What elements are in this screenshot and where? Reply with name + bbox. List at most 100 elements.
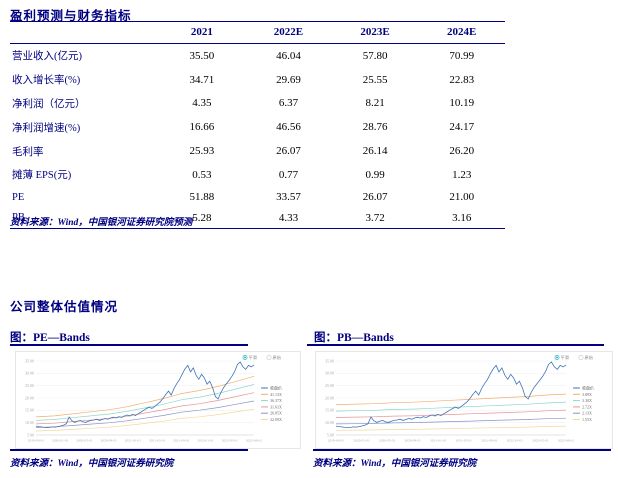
x-axis-tick-label: 2021-09-01 [173, 439, 190, 443]
legend-item: 3.30X [573, 398, 592, 403]
section-title-forecast: 盈利预测与财务指标 [10, 9, 132, 23]
column-header-blank [10, 21, 159, 44]
legend-label: 36.37X [270, 398, 282, 403]
pe-bands-chart-card: 35.00 30.00 25.00 20.00 15.00 10.00 5.00 2019-0… [15, 351, 301, 449]
table-cell: 22.83 [449, 73, 475, 86]
table-header-row: 2021 2022E 2023E 2024E [10, 21, 505, 44]
table-cell: 70.99 [449, 49, 475, 62]
table-cell: 5.28 [192, 211, 212, 224]
band-line [335, 417, 567, 425]
legend-item: 41.13X [261, 392, 282, 397]
table-cell: 4.35 [192, 97, 212, 110]
legend-label: 收盘价 [582, 385, 594, 391]
figure-caption-pb-bands: 图：PB—Bands [314, 332, 394, 344]
y-axis-tick-label: 5.00 [27, 432, 34, 437]
radio-option-smooth[interactable]: 平滑 [554, 354, 569, 361]
figure-source-note-left: 资料来源：Wind，中国银河证券研究院 [10, 459, 174, 469]
row-label: PE [12, 191, 25, 203]
table-cell: 46.56 [276, 121, 301, 134]
radio-label: 平滑 [561, 354, 569, 361]
legend-item: 收盘价 [261, 385, 282, 391]
table-cell: 34.71 [189, 73, 215, 86]
column-header-2021: 2021 [158, 21, 246, 44]
table-cell: 10.19 [449, 97, 475, 110]
legend-label: 41.13X [270, 392, 282, 397]
table-cell: 33.57 [276, 191, 301, 204]
y-axis-tick-label: 10.00 [25, 420, 34, 425]
legend-label: 26.85X [270, 411, 282, 416]
price-line [335, 361, 567, 429]
table-cell: 26.14 [362, 145, 388, 158]
radio-option-raw[interactable]: 原始 [578, 354, 594, 361]
legend-item: 31.61X [261, 404, 282, 409]
table-cell: 0.53 [192, 168, 212, 181]
band-line [335, 409, 567, 418]
financial-table-body: 营业收入(亿元) 35.50 46.04 57.80 70.99 收入增长率(%) 34.7… [10, 44, 505, 229]
band-line [335, 401, 567, 412]
x-axis-tick-label: 2022-01-01 [197, 439, 214, 443]
y-axis-tick-label: 30.00 [25, 371, 34, 376]
x-axis-tick-label: 2020-09-01 [404, 439, 421, 443]
table-cell: 1.23 [452, 168, 472, 181]
table-source-note: 资料来源：Wind，中国银河证券研究院预测 [10, 218, 193, 228]
legend-label: 31.61X [270, 404, 282, 409]
figure-caption-pe-bands: 图：PE—Bands [10, 332, 90, 344]
row-label: PB [12, 212, 25, 224]
legend-item: 3.89X [573, 392, 592, 397]
radio-option-raw[interactable]: 原始 [266, 354, 282, 361]
caption-rule-right [307, 344, 604, 347]
y-axis-tick-label: 25.00 [325, 383, 334, 388]
x-axis-tick-label: 2021-05-01 [149, 439, 166, 443]
y-axis-tick-label: 5.00 [327, 432, 334, 437]
table-cell: 35.50 [189, 49, 215, 62]
band-line [335, 425, 567, 431]
row-label: 净利润（亿元） [12, 98, 86, 110]
legend-label: 3.30X [582, 398, 592, 403]
y-axis-tick-label: 20.00 [325, 395, 334, 400]
table-row: PE 51.88 33.57 26.07 21.00 [10, 187, 505, 208]
radio-label: 平滑 [249, 354, 257, 361]
table-cell: 46.04 [276, 49, 301, 62]
bottom-rule-left [10, 449, 248, 452]
band-line [35, 408, 255, 432]
table-cell: 25.55 [362, 73, 388, 86]
x-axis-tick-label: 2020-09-01 [100, 439, 117, 443]
figure-source-note-right: 资料来源：Wind，中国银河证券研究院 [313, 459, 477, 469]
table-cell: 3.72 [365, 211, 385, 224]
x-axis-tick-label: 2021-05-01 [456, 439, 473, 443]
band-line [35, 375, 255, 418]
band-line [35, 384, 255, 421]
table-row: 毛利率 25.93 26.07 26.14 26.20 [10, 139, 505, 163]
table-row: 净利润增速(%) 16.66 46.56 28.76 24.17 [10, 115, 505, 139]
x-axis-tick-label: 2020-05-01 [76, 439, 93, 443]
table-cell: 3.16 [452, 211, 472, 224]
x-axis-tick-label: 2021-01-01 [430, 439, 447, 443]
legend-item: 36.37X [261, 398, 282, 403]
y-axis-tick-label: 15.00 [25, 408, 34, 413]
table-row: 营业收入(亿元) 35.50 46.04 57.80 70.99 [10, 44, 505, 68]
table-cell: 51.88 [189, 191, 215, 204]
table-cell: 16.66 [189, 121, 215, 134]
table-cell: 28.76 [362, 121, 388, 134]
table-cell: 26.20 [449, 145, 475, 158]
x-axis-tick-label: 2022-09-01 [246, 439, 263, 443]
band-line [35, 392, 255, 425]
radio-label: 原始 [585, 354, 594, 361]
table-cell: 6.37 [278, 97, 299, 110]
table-cell: 4.33 [278, 211, 299, 224]
legend-item: 26.85X [261, 411, 282, 416]
band-line [35, 400, 255, 428]
legend-item: 2.13X [573, 411, 592, 416]
y-axis-tick-label: 15.00 [325, 408, 334, 413]
x-axis-tick-label: 2019-09-01 [28, 439, 45, 443]
x-axis-tick-label: 2022-01-01 [507, 439, 524, 443]
y-axis-tick-label: 35.00 [25, 358, 34, 363]
legend-label: 1.55X [582, 417, 592, 422]
x-axis-tick-label: 2020-01-01 [353, 439, 370, 443]
section-title-valuation: 公司整体估值情况 [10, 300, 119, 314]
table-row: 净利润（亿元） 4.35 6.37 8.21 10.19 [10, 92, 505, 116]
pb-bands-chart: 35.00 30.00 25.00 20.00 15.00 10.00 5.00 2019-0… [325, 354, 594, 443]
y-axis-tick-label: 10.00 [325, 420, 334, 425]
radio-option-smooth[interactable]: 平滑 [242, 354, 257, 361]
legend-label: 2.72X [582, 404, 592, 409]
